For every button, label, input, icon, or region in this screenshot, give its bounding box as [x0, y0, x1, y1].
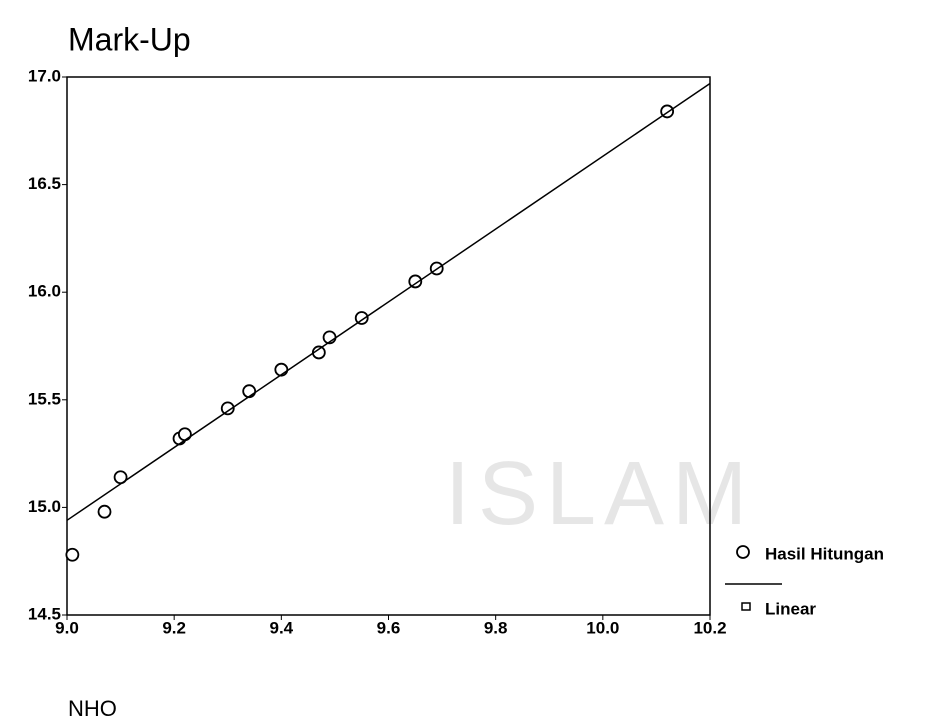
x-tick-label: 9.2: [162, 618, 186, 637]
legend-label: Linear: [765, 599, 816, 618]
point: [354, 311, 369, 325]
y-tick-label: 15.0: [28, 497, 61, 516]
x-tick-label: 9.6: [377, 618, 401, 637]
point: [220, 401, 235, 416]
fit-line: [66, 82, 711, 521]
x-tick-label: 10.0: [586, 618, 619, 637]
watermark: ISLAM: [445, 444, 755, 544]
legend-label: Hasil Hitungan: [765, 544, 884, 563]
legend-marker: [736, 545, 750, 559]
y-tick-label: 16.0: [28, 282, 61, 301]
point: [177, 427, 192, 442]
point: [97, 504, 112, 519]
x-tick-label: 9.8: [484, 618, 508, 637]
x-axis-label: NHO: [68, 696, 117, 721]
x-tick-label: 9.0: [55, 618, 79, 637]
y-tick-label: 15.5: [28, 389, 61, 408]
legend-marker: [741, 602, 751, 611]
chart-title: Mark-Up: [68, 21, 191, 57]
x-tick-label: 10.2: [693, 618, 726, 637]
y-tick-label: 14.5: [28, 604, 61, 623]
y-tick-label: 17.0: [28, 66, 61, 85]
point: [408, 274, 423, 289]
x-tick-label: 9.4: [270, 618, 294, 637]
point: [65, 547, 80, 562]
point: [242, 384, 257, 399]
y-tick-label: 16.5: [28, 174, 61, 193]
